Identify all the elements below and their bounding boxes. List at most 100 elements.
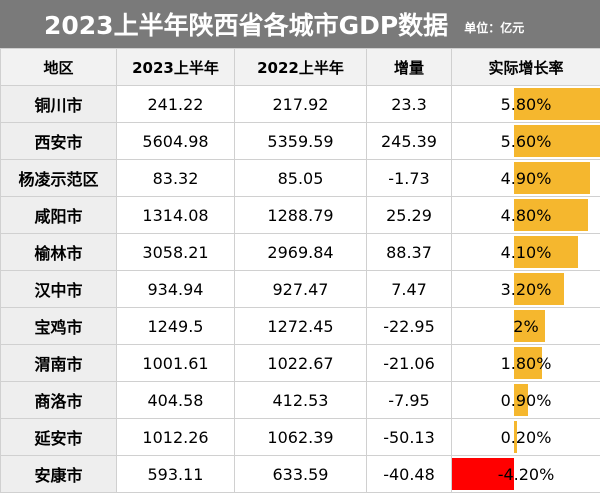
growth-rate-cell: 0.90% [451, 381, 600, 419]
delta-cell: 88.37 [366, 233, 452, 271]
table-row: 铜川市 241.22 217.92 23.3 5.80% [0, 85, 600, 123]
gdp-2022h1-cell: 217.92 [234, 85, 367, 123]
growth-rate-value: 1.80% [500, 353, 552, 373]
growth-rate-cell: 5.60% [451, 122, 600, 160]
gdp-2022h1-cell: 1022.67 [234, 344, 367, 382]
delta-cell: -22.95 [366, 307, 452, 345]
gdp-2023h1-cell: 1012.26 [116, 418, 235, 456]
gdp-2022h1-cell: 1062.39 [234, 418, 367, 456]
growth-rate-value: 3.20% [500, 279, 552, 299]
gdp-2023h1-cell: 1001.61 [116, 344, 235, 382]
gdp-2022h1-cell: 927.47 [234, 270, 367, 308]
table-row: 汉中市 934.94 927.47 7.47 3.20% [0, 270, 600, 308]
region-cell: 西安市 [0, 122, 117, 160]
table-body: 铜川市 241.22 217.92 23.3 5.80% 西安市 5604.98 5359.5… [0, 85, 600, 493]
growth-rate-cell: 5.80% [451, 85, 600, 123]
growth-rate-value: 5.60% [500, 131, 552, 151]
gdp-2022h1-cell: 1272.45 [234, 307, 367, 345]
gdp-2023h1-cell: 1314.08 [116, 196, 235, 234]
growth-rate-bar [514, 88, 600, 120]
growth-rate-value: 4.80% [500, 205, 552, 225]
table-row: 杨凌示范区 83.32 85.05 -1.73 4.90% [0, 159, 600, 197]
column-header-region: 地区 [0, 48, 117, 86]
table-row: 西安市 5604.98 5359.59 245.39 5.60% [0, 122, 600, 160]
growth-rate-value: 5.80% [500, 94, 552, 114]
column-header-delta: 增量 [366, 48, 452, 86]
growth-rate-bar [514, 273, 564, 305]
growth-rate-cell: 0.20% [451, 418, 600, 456]
gdp-2023h1-cell: 1249.5 [116, 307, 235, 345]
growth-rate-bar [514, 421, 518, 453]
table-row: 安康市 593.11 633.59 -40.48 -4.20% [0, 455, 600, 493]
region-cell: 宝鸡市 [0, 307, 117, 345]
gdp-2023h1-cell: 404.58 [116, 381, 235, 419]
gdp-2023h1-cell: 241.22 [116, 85, 235, 123]
growth-rate-cell: 4.90% [451, 159, 600, 197]
region-cell: 商洛市 [0, 381, 117, 419]
header-row: 地区 2023上半年 2022上半年 增量 实际增长率 [0, 48, 600, 86]
delta-cell: -7.95 [366, 381, 452, 419]
growth-rate-value: 0.90% [500, 390, 552, 410]
gdp-2022h1-cell: 85.05 [234, 159, 367, 197]
growth-rate-bar [514, 125, 600, 157]
gdp-2022h1-cell: 5359.59 [234, 122, 367, 160]
growth-rate-cell: -4.20% [451, 455, 600, 493]
growth-rate-cell: 1.80% [451, 344, 600, 382]
title-bar: 2023上半年陕西省各城市GDP数据 单位：亿元 [0, 0, 600, 48]
growth-rate-value: -4.20% [497, 464, 555, 484]
page-title: 2023上半年陕西省各城市GDP数据 [44, 11, 449, 40]
table-row: 榆林市 3058.21 2969.84 88.37 4.10% [0, 233, 600, 271]
column-header-2022h1: 2022上半年 [234, 48, 367, 86]
column-header-growth-rate: 实际增长率 [451, 48, 600, 86]
table-row: 渭南市 1001.61 1022.67 -21.06 1.80% [0, 344, 600, 382]
growth-rate-bar [514, 384, 528, 416]
growth-rate-value: 4.10% [500, 242, 552, 262]
delta-cell: 7.47 [366, 270, 452, 308]
growth-rate-bar [514, 347, 542, 379]
growth-rate-cell: 3.20% [451, 270, 600, 308]
growth-rate-cell: 4.80% [451, 196, 600, 234]
gdp-2022h1-cell: 2969.84 [234, 233, 367, 271]
gdp-2023h1-cell: 3058.21 [116, 233, 235, 271]
gdp-2023h1-cell: 5604.98 [116, 122, 235, 160]
region-cell: 杨凌示范区 [0, 159, 117, 197]
region-cell: 铜川市 [0, 85, 117, 123]
delta-cell: 245.39 [366, 122, 452, 160]
region-cell: 汉中市 [0, 270, 117, 308]
gdp-2022h1-cell: 633.59 [234, 455, 367, 493]
table-row: 咸阳市 1314.08 1288.79 25.29 4.80% [0, 196, 600, 234]
gdp-2022h1-cell: 1288.79 [234, 196, 367, 234]
growth-rate-bar [514, 310, 545, 342]
delta-cell: -40.48 [366, 455, 452, 493]
growth-rate-value: 0.20% [500, 427, 552, 447]
region-cell: 咸阳市 [0, 196, 117, 234]
delta-cell: -50.13 [366, 418, 452, 456]
growth-rate-value: 4.90% [500, 168, 552, 188]
table-row: 商洛市 404.58 412.53 -7.95 0.90% [0, 381, 600, 419]
delta-cell: 25.29 [366, 196, 452, 234]
delta-cell: -1.73 [366, 159, 452, 197]
growth-rate-value: 2% [513, 316, 539, 336]
unit-label: 单位：亿元 [464, 20, 525, 35]
table-row: 宝鸡市 1249.5 1272.45 -22.95 2% [0, 307, 600, 345]
growth-rate-cell: 4.10% [451, 233, 600, 271]
region-cell: 延安市 [0, 418, 117, 456]
growth-rate-bar [514, 199, 589, 231]
gdp-table: 地区 2023上半年 2022上半年 增量 实际增长率 铜川市 241.22 217… [0, 48, 600, 493]
table-row: 延安市 1012.26 1062.39 -50.13 0.20% [0, 418, 600, 456]
growth-rate-bar [514, 236, 578, 268]
region-cell: 榆林市 [0, 233, 117, 271]
column-header-2023h1: 2023上半年 [116, 48, 235, 86]
delta-cell: -21.06 [366, 344, 452, 382]
gdp-2023h1-cell: 83.32 [116, 159, 235, 197]
gdp-2023h1-cell: 593.11 [116, 455, 235, 493]
growth-rate-cell: 2% [451, 307, 600, 345]
growth-rate-bar [452, 458, 514, 490]
region-cell: 安康市 [0, 455, 117, 493]
region-cell: 渭南市 [0, 344, 117, 382]
delta-cell: 23.3 [366, 85, 452, 123]
gdp-2023h1-cell: 934.94 [116, 270, 235, 308]
gdp-2022h1-cell: 412.53 [234, 381, 367, 419]
growth-rate-bar [514, 162, 590, 194]
